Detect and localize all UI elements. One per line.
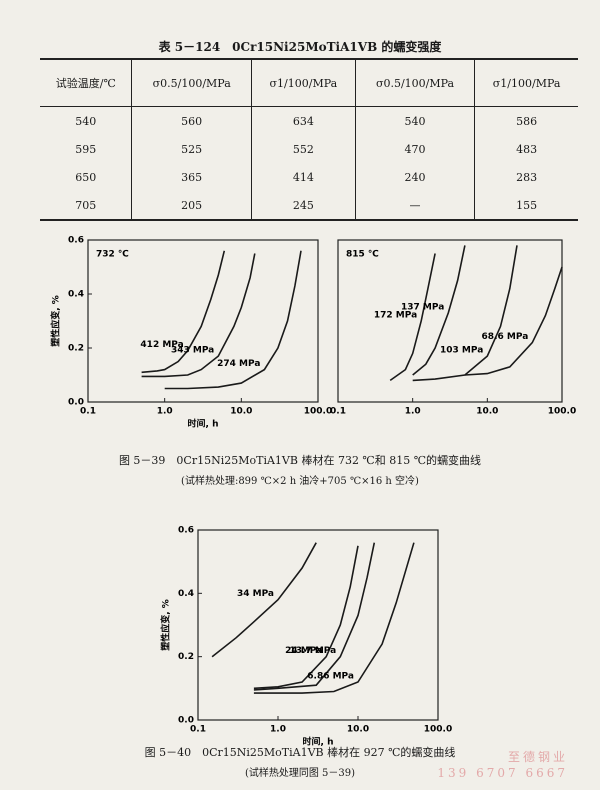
table-cell: 283 bbox=[474, 163, 578, 191]
series-label: 274 MPa bbox=[217, 359, 260, 369]
annotation: 732 ℃ bbox=[96, 250, 129, 260]
series-label: 6.86 MPa bbox=[307, 672, 354, 682]
table-cell: 634 bbox=[250, 106, 356, 135]
table-cell: 705 bbox=[40, 191, 132, 221]
x-tick-label: 10.0 bbox=[347, 725, 369, 735]
table-cell: 560 bbox=[131, 106, 252, 135]
table-cell: 552 bbox=[250, 135, 356, 163]
table-cell: 240 bbox=[354, 163, 475, 191]
x-tick-label: 1.0 bbox=[405, 407, 421, 417]
header-row: 试验温度/℃ σ0.5/100/MPa σ1/100/MPa σ0.5/100/MPa… bbox=[40, 58, 578, 107]
y-tick-label: 0.6 bbox=[178, 526, 194, 536]
curve bbox=[253, 542, 376, 691]
table-cell: — bbox=[354, 191, 475, 221]
x-tick-label: 10.0 bbox=[230, 407, 252, 417]
series-label: 68.6 MPa bbox=[482, 332, 529, 342]
series-label: 34 MPa bbox=[237, 589, 274, 599]
x-tick-label: 0.1 bbox=[330, 407, 346, 417]
header-cell: σ0.5/100/MPa bbox=[354, 58, 475, 107]
watermark: 139 6707 6667 bbox=[437, 766, 568, 780]
curve bbox=[141, 253, 256, 378]
series-label: 137 MPa bbox=[401, 302, 444, 312]
table-row: 650 365 414 240 283 bbox=[40, 163, 578, 191]
table-cell: 470 bbox=[354, 135, 475, 163]
series-label: 343 MPa bbox=[171, 346, 214, 356]
header-cell: σ1/100/MPa bbox=[250, 58, 356, 107]
table-row: 705 205 245—155 bbox=[40, 191, 578, 221]
table-row: 540 560 634 540 586 bbox=[40, 106, 578, 135]
plot-frame bbox=[337, 239, 563, 403]
annotation: 815 ℃ bbox=[346, 250, 379, 260]
x-axis-label: 时间, h bbox=[303, 736, 334, 748]
curve bbox=[253, 542, 415, 694]
caption-note: (试样热处理:899 ℃×2 h 油冷+705 ℃×16 h 空冷) bbox=[181, 476, 419, 487]
x-tick-label: 100.0 bbox=[548, 407, 576, 417]
table-cell: 245 bbox=[250, 191, 356, 221]
curve bbox=[412, 245, 466, 376]
table-title: 表 5－124 0Cr15Ni25MoTiA1VB 的蠕变强度 bbox=[158, 40, 442, 54]
curve bbox=[211, 542, 317, 658]
x-axis-label: 时间, h bbox=[188, 418, 219, 430]
series-label: 172 MPa bbox=[374, 311, 417, 321]
watermark: 至德钢业 bbox=[507, 750, 568, 764]
y-tick-label: 0.4 bbox=[178, 589, 194, 599]
header-cell: 试验温度/℃ bbox=[40, 58, 132, 107]
table-cell: 483 bbox=[474, 135, 578, 163]
x-tick-label: 100.0 bbox=[304, 407, 332, 417]
series-label: 412 MPa bbox=[140, 340, 183, 350]
curve bbox=[253, 545, 359, 690]
table-cell: 414 bbox=[250, 163, 356, 191]
y-tick-label: 0.6 bbox=[68, 236, 84, 246]
table-cell: 525 bbox=[131, 135, 252, 163]
plot-frame bbox=[87, 239, 319, 403]
table-cell: 540 bbox=[354, 106, 475, 135]
table: 试验温度/℃ σ0.5/100/MPa σ1/100/MPa σ0.5/100/MPa… bbox=[40, 58, 578, 221]
curve bbox=[389, 253, 436, 382]
x-tick-label: 1.0 bbox=[270, 725, 286, 735]
table-cell: 540 bbox=[75, 114, 97, 128]
curve bbox=[464, 266, 563, 376]
y-tick-label: 0.4 bbox=[68, 290, 84, 300]
y-axis-label: 塑性应变, % bbox=[50, 295, 62, 347]
y-tick-label: 0.0 bbox=[178, 716, 194, 726]
x-tick-label: 0.1 bbox=[190, 725, 206, 735]
caption: 图 5－40 0Cr15Ni25MoTiA1VB 棒材在 927 ℃的蠕变曲线 bbox=[144, 746, 456, 759]
y-axis-label: 塑性应变, % bbox=[160, 599, 172, 651]
table-cell: 365 bbox=[131, 163, 252, 191]
header-cell: σ1/100/MPa bbox=[474, 58, 578, 107]
x-tick-label: 10.0 bbox=[476, 407, 498, 417]
series-label: 24 MPa bbox=[285, 646, 322, 656]
caption-note: (试样热处理同图 5－39) bbox=[244, 768, 356, 779]
table-cell: 650 bbox=[75, 170, 97, 184]
series-label: 103 MPa bbox=[440, 346, 483, 356]
table-cell: 155 bbox=[474, 191, 578, 221]
header-cell: σ0.5/100/MPa bbox=[131, 58, 252, 107]
table-cell: 595 bbox=[75, 142, 97, 156]
y-tick-label: 0.2 bbox=[68, 344, 84, 354]
y-tick-label: 0.2 bbox=[178, 652, 194, 662]
curve bbox=[412, 245, 518, 382]
curve bbox=[164, 250, 302, 390]
plot-frame bbox=[197, 529, 439, 721]
table-body: 540 560 634 540 586 595 525 552 470 483 650 365 414 2… bbox=[40, 106, 578, 221]
y-tick-label: 0.0 bbox=[68, 398, 84, 408]
x-tick-label: 1.0 bbox=[157, 407, 173, 417]
x-tick-label: 0.1 bbox=[80, 407, 96, 417]
series-label: 13.7 MPa bbox=[290, 646, 337, 656]
curve bbox=[141, 250, 226, 374]
table-row: 595 525 552 470 483 bbox=[40, 135, 578, 163]
table-cell: 586 bbox=[474, 106, 578, 135]
table-cell: 205 bbox=[131, 191, 252, 221]
x-tick-label: 100.0 bbox=[424, 725, 452, 735]
caption: 图 5－39 0Cr15Ni25MoTiA1VB 棒材在 732 ℃和 815 … bbox=[118, 454, 482, 467]
